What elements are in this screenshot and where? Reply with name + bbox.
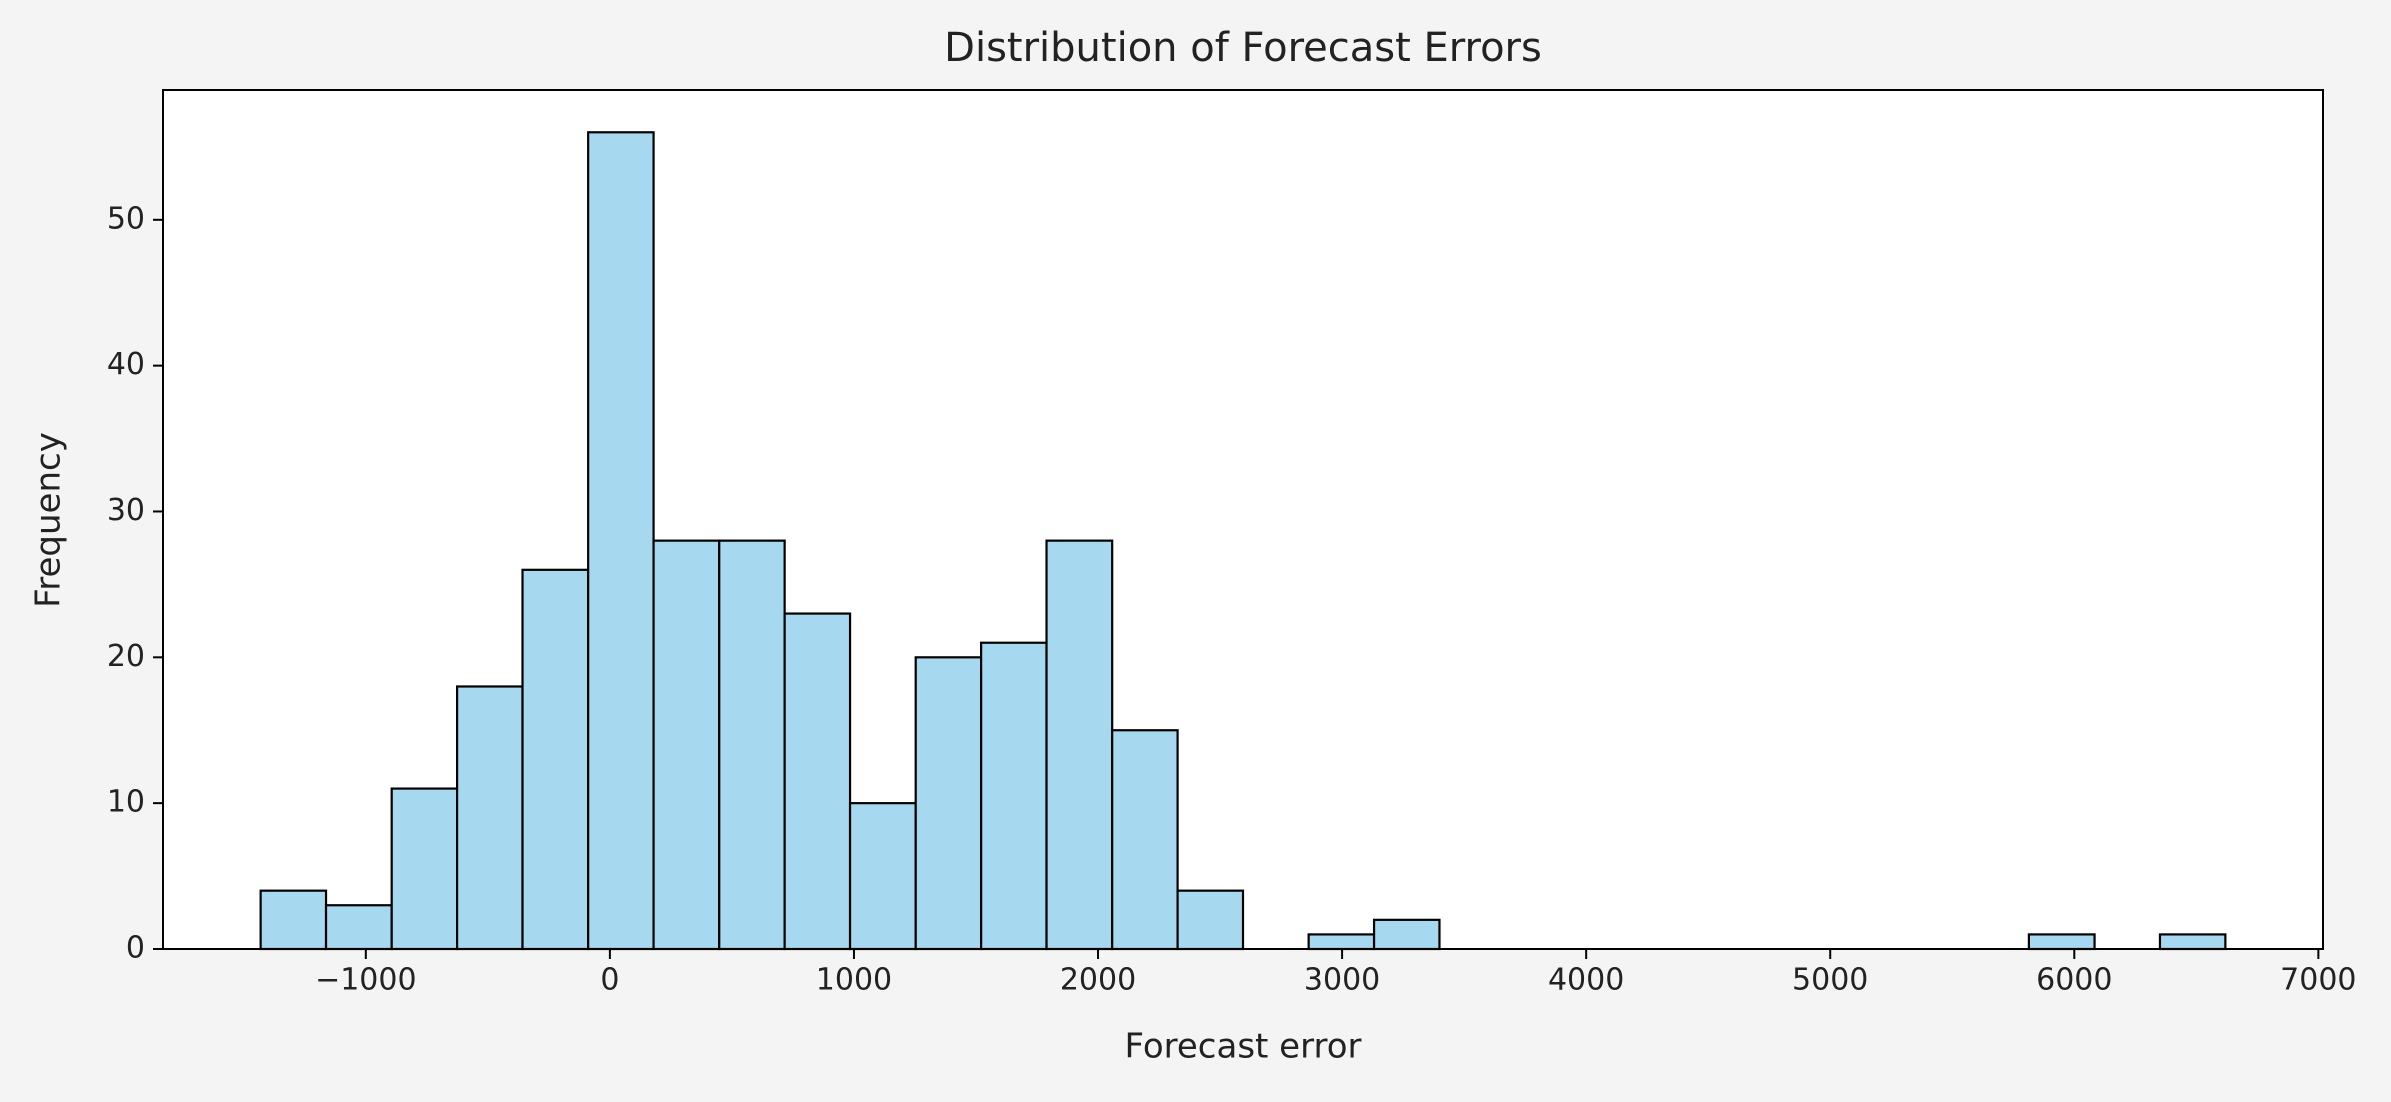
bar	[1176, 889, 1245, 951]
bar	[718, 539, 786, 951]
bar	[914, 656, 983, 951]
x-tick-label: 7000	[2280, 963, 2356, 998]
bar	[1372, 918, 1441, 951]
bar	[652, 539, 721, 951]
bar	[1307, 933, 1376, 951]
axes-frame	[162, 89, 2324, 950]
bar	[2158, 933, 2227, 951]
x-tick-label: 6000	[2036, 963, 2112, 998]
bar	[1111, 729, 1179, 951]
x-tick-label: 0	[600, 963, 619, 998]
y-tick-label: 20	[107, 639, 145, 674]
x-tick-label: 3000	[1304, 963, 1380, 998]
y-tick-label: 10	[107, 785, 145, 820]
bar	[324, 904, 393, 951]
chart-title: Distribution of Forecast Errors	[944, 25, 1542, 71]
y-tick-label: 30	[107, 493, 145, 528]
y-axis-label: Frequency	[29, 432, 69, 608]
bar	[1045, 539, 1114, 951]
bar	[783, 612, 852, 951]
y-tick-label: 40	[107, 347, 145, 382]
x-tick-label: 2000	[1060, 963, 1136, 998]
bar	[2027, 933, 2096, 951]
bar	[980, 641, 1048, 951]
x-tick-label: 5000	[1792, 963, 1868, 998]
x-tick-label: 1000	[816, 963, 892, 998]
x-axis-label: Forecast error	[1125, 1027, 1362, 1067]
bar	[390, 787, 459, 951]
x-tick-label: 4000	[1548, 963, 1624, 998]
y-tick-label: 0	[126, 931, 145, 966]
bar	[456, 685, 524, 951]
y-tick-label: 50	[107, 201, 145, 236]
bar	[848, 802, 917, 951]
bar	[259, 889, 328, 951]
bar	[521, 568, 590, 951]
bar	[587, 131, 655, 951]
x-tick-label: −1000	[315, 963, 416, 998]
